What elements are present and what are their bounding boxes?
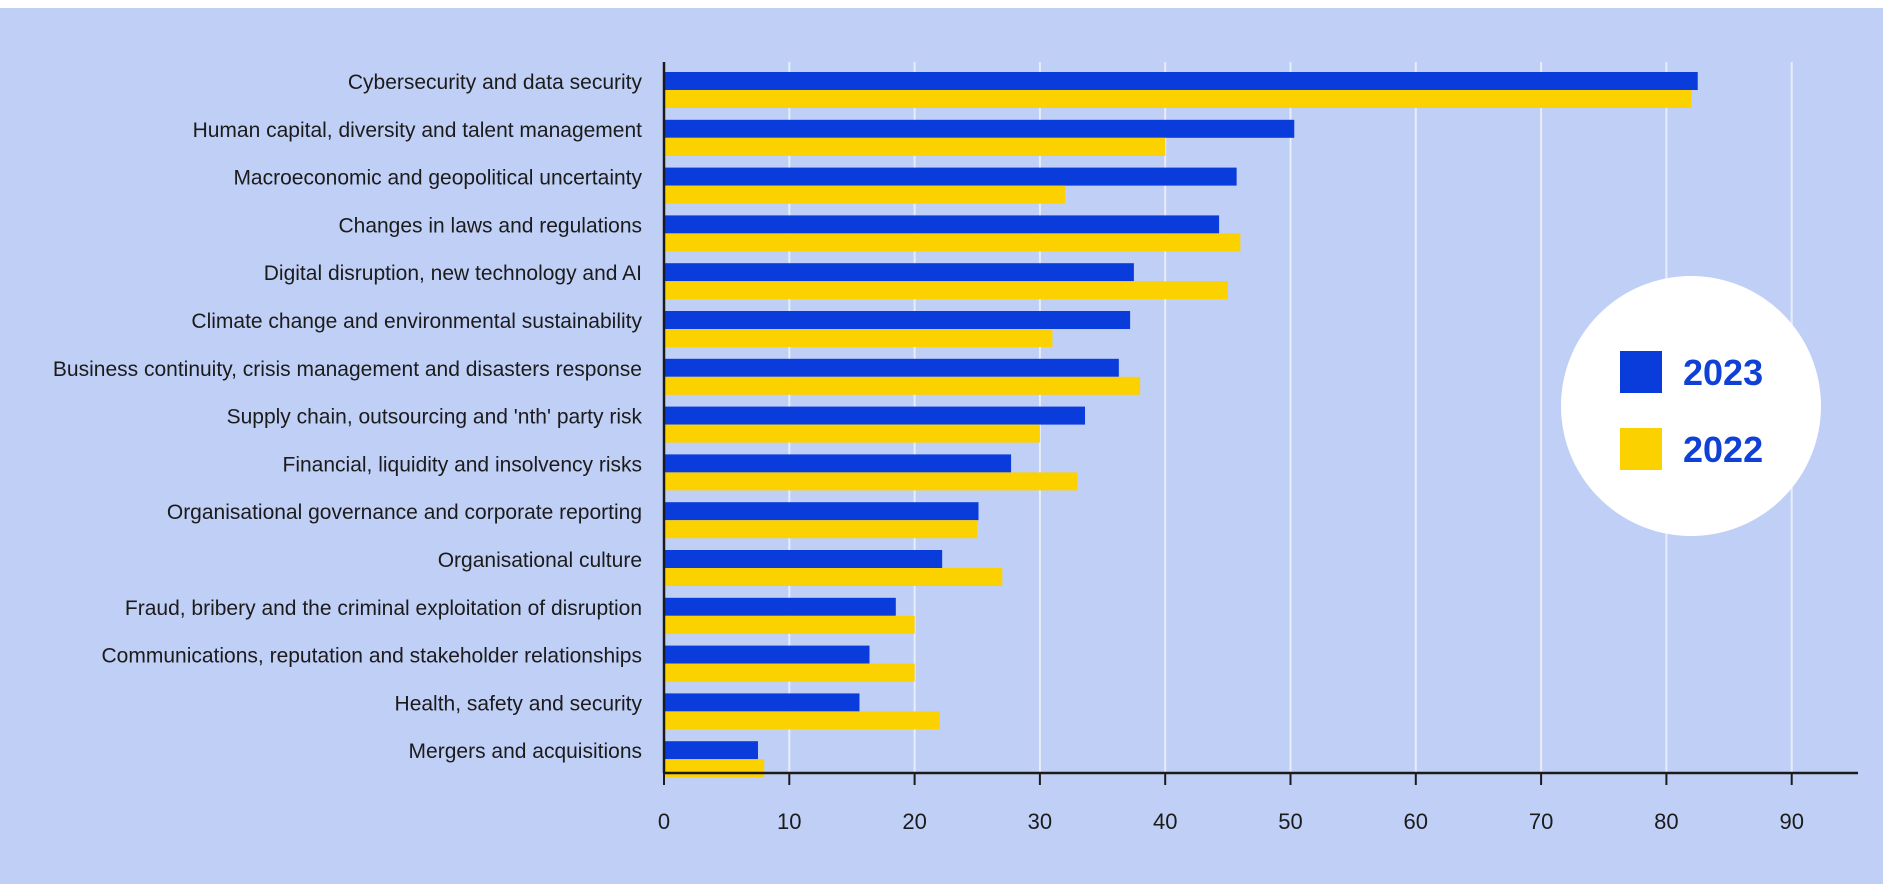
bar-2022 xyxy=(664,90,1692,108)
category-label: Human capital, diversity and talent mana… xyxy=(193,119,643,142)
legend-label-2022: 2022 xyxy=(1683,429,1763,470)
bar-2023 xyxy=(664,693,860,712)
category-label: Business continuity, crisis management a… xyxy=(53,358,642,381)
bar-2022 xyxy=(664,520,978,539)
category-label: Health, safety and security xyxy=(395,692,643,715)
category-label: Mergers and acquisitions xyxy=(409,740,642,763)
x-tick-label: 80 xyxy=(1654,809,1678,834)
bar-2022 xyxy=(664,329,1053,347)
x-axis: 0 10 20 30 40 50 60 70 80 90 xyxy=(658,62,1858,834)
bar-2023 xyxy=(664,406,1086,425)
bar-2023 xyxy=(664,597,896,616)
legend-swatch-2023 xyxy=(1620,351,1662,393)
bar-2023 xyxy=(664,311,1131,329)
x-tick-label: 70 xyxy=(1529,809,1553,834)
bar-2023 xyxy=(664,263,1134,282)
legend: 2023 2022 xyxy=(1561,276,1821,536)
legend-label-2023: 2023 xyxy=(1683,352,1763,393)
category-label: Supply chain, outsourcing and 'nth' part… xyxy=(227,406,643,429)
category-label: Financial, liquidity and insolvency risk… xyxy=(283,453,643,476)
x-tick-label: 90 xyxy=(1779,809,1803,834)
category-label: Organisational culture xyxy=(438,549,642,572)
category-label: Communications, reputation and stakehold… xyxy=(102,645,642,668)
bar-2022 xyxy=(664,472,1078,491)
bar-2023 xyxy=(664,550,943,568)
bar-2022 xyxy=(664,424,1040,443)
category-labels: Cybersecurity and data security Human cap… xyxy=(53,71,643,763)
bar-2022 xyxy=(664,233,1241,252)
chart-panel: Cybersecurity and data security Human cap… xyxy=(0,8,1883,884)
x-tick-label: 60 xyxy=(1404,809,1428,834)
bar-2023 xyxy=(664,119,1295,138)
category-label: Organisational governance and corporate … xyxy=(167,501,642,524)
bar-2022 xyxy=(664,568,1003,586)
category-label: Changes in laws and regulations xyxy=(338,214,642,237)
x-tick-label: 0 xyxy=(658,809,670,834)
bar-2023 xyxy=(664,358,1119,377)
bar-2022 xyxy=(664,663,915,682)
bars xyxy=(664,72,1698,778)
category-label: Fraud, bribery and the criminal exploita… xyxy=(125,597,642,620)
category-label: Cybersecurity and data security xyxy=(348,71,643,94)
bar-2023 xyxy=(664,167,1237,186)
bar-2023 xyxy=(664,645,870,664)
bar-2022 xyxy=(664,759,765,778)
bar-2022 xyxy=(664,137,1166,156)
x-tick-label: 50 xyxy=(1278,809,1302,834)
category-label: Macroeconomic and geopolitical uncertain… xyxy=(233,167,642,190)
bar-2022 xyxy=(664,185,1065,204)
x-tick-label: 20 xyxy=(902,809,926,834)
bar-2023 xyxy=(664,741,758,760)
x-tick-label: 40 xyxy=(1153,809,1177,834)
bar-2023 xyxy=(664,502,979,521)
legend-swatch-2022 xyxy=(1620,428,1662,470)
bar-2022 xyxy=(664,711,940,730)
x-tick-label: 10 xyxy=(777,809,801,834)
x-tick-label: 30 xyxy=(1028,809,1052,834)
bar-2022 xyxy=(664,281,1228,300)
legend-circle xyxy=(1561,276,1821,536)
bar-2023 xyxy=(664,72,1698,90)
bar-2022 xyxy=(664,615,915,634)
bar-2022 xyxy=(664,376,1141,395)
bar-2023 xyxy=(664,454,1012,473)
bar-chart: Cybersecurity and data security Human cap… xyxy=(53,62,1858,834)
category-label: Climate change and environmental sustain… xyxy=(191,310,642,333)
bar-2023 xyxy=(664,215,1220,234)
category-label: Digital disruption, new technology and A… xyxy=(264,262,642,285)
